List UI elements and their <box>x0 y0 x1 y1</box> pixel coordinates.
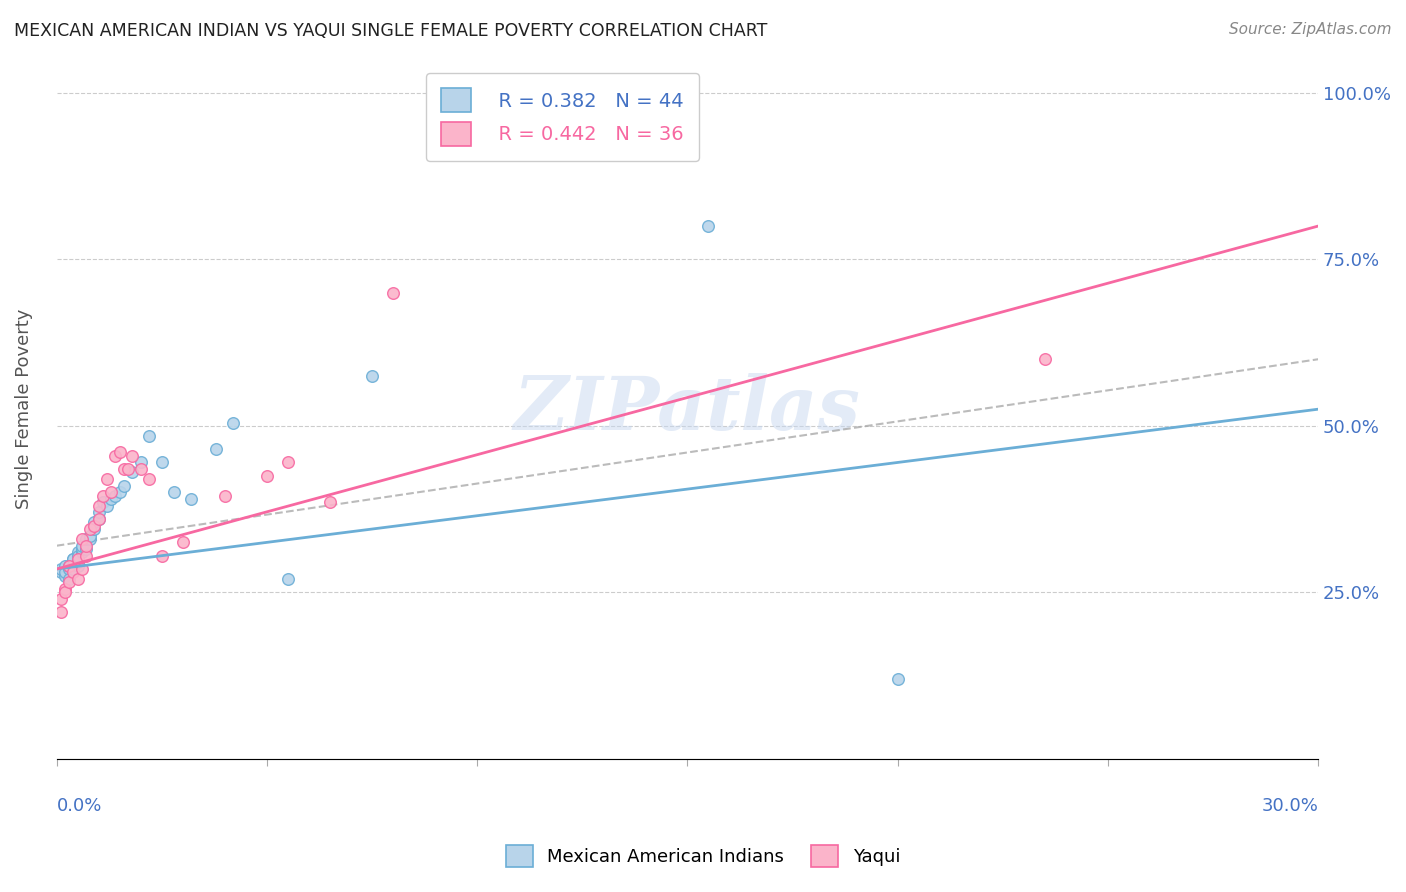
Point <box>886 672 908 686</box>
Point <box>117 462 139 476</box>
Point <box>62 552 84 566</box>
Point <box>121 449 143 463</box>
Point <box>70 532 93 546</box>
Point <box>256 468 278 483</box>
Point <box>49 562 72 576</box>
Point <box>108 485 131 500</box>
Point <box>112 479 135 493</box>
Point <box>62 562 84 576</box>
Point <box>150 455 173 469</box>
Legend:   R = 0.382   N = 44,   R = 0.442   N = 36: R = 0.382 N = 44, R = 0.442 N = 36 <box>426 73 699 161</box>
Point <box>70 562 93 576</box>
Point <box>83 516 105 530</box>
Point <box>180 492 202 507</box>
Point <box>75 532 97 546</box>
Text: ZIPatlas: ZIPatlas <box>515 373 860 445</box>
Point <box>277 572 299 586</box>
Point <box>108 445 131 459</box>
Point <box>58 575 80 590</box>
Point <box>75 549 97 563</box>
Point <box>697 219 720 233</box>
Point <box>58 558 80 573</box>
Point <box>138 429 160 443</box>
Point <box>58 558 80 573</box>
Point <box>361 368 384 383</box>
Point <box>87 512 110 526</box>
Point <box>75 542 97 557</box>
Point <box>91 489 114 503</box>
Point <box>70 539 93 553</box>
Point <box>58 562 80 576</box>
Point <box>100 492 122 507</box>
Point <box>205 442 228 457</box>
Point <box>83 518 105 533</box>
Point <box>112 462 135 476</box>
Point <box>66 555 89 569</box>
Point <box>79 529 101 543</box>
Text: Source: ZipAtlas.com: Source: ZipAtlas.com <box>1229 22 1392 37</box>
Point <box>66 558 89 573</box>
Legend: Mexican American Indians, Yaqui: Mexican American Indians, Yaqui <box>499 838 907 874</box>
Point <box>129 455 152 469</box>
Point <box>319 495 342 509</box>
Point <box>62 552 84 566</box>
Point <box>66 545 89 559</box>
Point <box>53 585 76 599</box>
Point <box>222 416 245 430</box>
Point <box>87 499 110 513</box>
Point <box>70 545 93 559</box>
Point <box>104 449 127 463</box>
Point <box>49 591 72 606</box>
Point <box>66 549 89 563</box>
Point <box>79 532 101 546</box>
Point <box>100 485 122 500</box>
Point <box>1033 352 1056 367</box>
Point <box>53 568 76 582</box>
Point <box>277 455 299 469</box>
Point <box>66 552 89 566</box>
Point <box>53 582 76 596</box>
Point <box>465 106 488 120</box>
Text: 0.0%: 0.0% <box>56 797 103 815</box>
Y-axis label: Single Female Poverty: Single Female Poverty <box>15 309 32 509</box>
Point <box>75 539 97 553</box>
Point <box>53 558 76 573</box>
Point <box>91 495 114 509</box>
Point <box>138 472 160 486</box>
Point <box>96 499 118 513</box>
Text: MEXICAN AMERICAN INDIAN VS YAQUI SINGLE FEMALE POVERTY CORRELATION CHART: MEXICAN AMERICAN INDIAN VS YAQUI SINGLE … <box>14 22 768 40</box>
Point <box>163 485 186 500</box>
Point <box>150 549 173 563</box>
Point <box>49 566 72 580</box>
Point <box>62 566 84 580</box>
Point <box>382 285 405 300</box>
Point <box>172 535 194 549</box>
Point <box>58 572 80 586</box>
Point <box>70 542 93 557</box>
Text: 30.0%: 30.0% <box>1261 797 1319 815</box>
Point <box>96 472 118 486</box>
Point <box>53 566 76 580</box>
Point <box>129 462 152 476</box>
Point <box>87 512 110 526</box>
Point <box>66 572 89 586</box>
Point <box>83 522 105 536</box>
Point <box>214 489 236 503</box>
Point <box>79 522 101 536</box>
Point <box>104 489 127 503</box>
Point <box>87 505 110 519</box>
Point <box>49 605 72 619</box>
Point <box>121 466 143 480</box>
